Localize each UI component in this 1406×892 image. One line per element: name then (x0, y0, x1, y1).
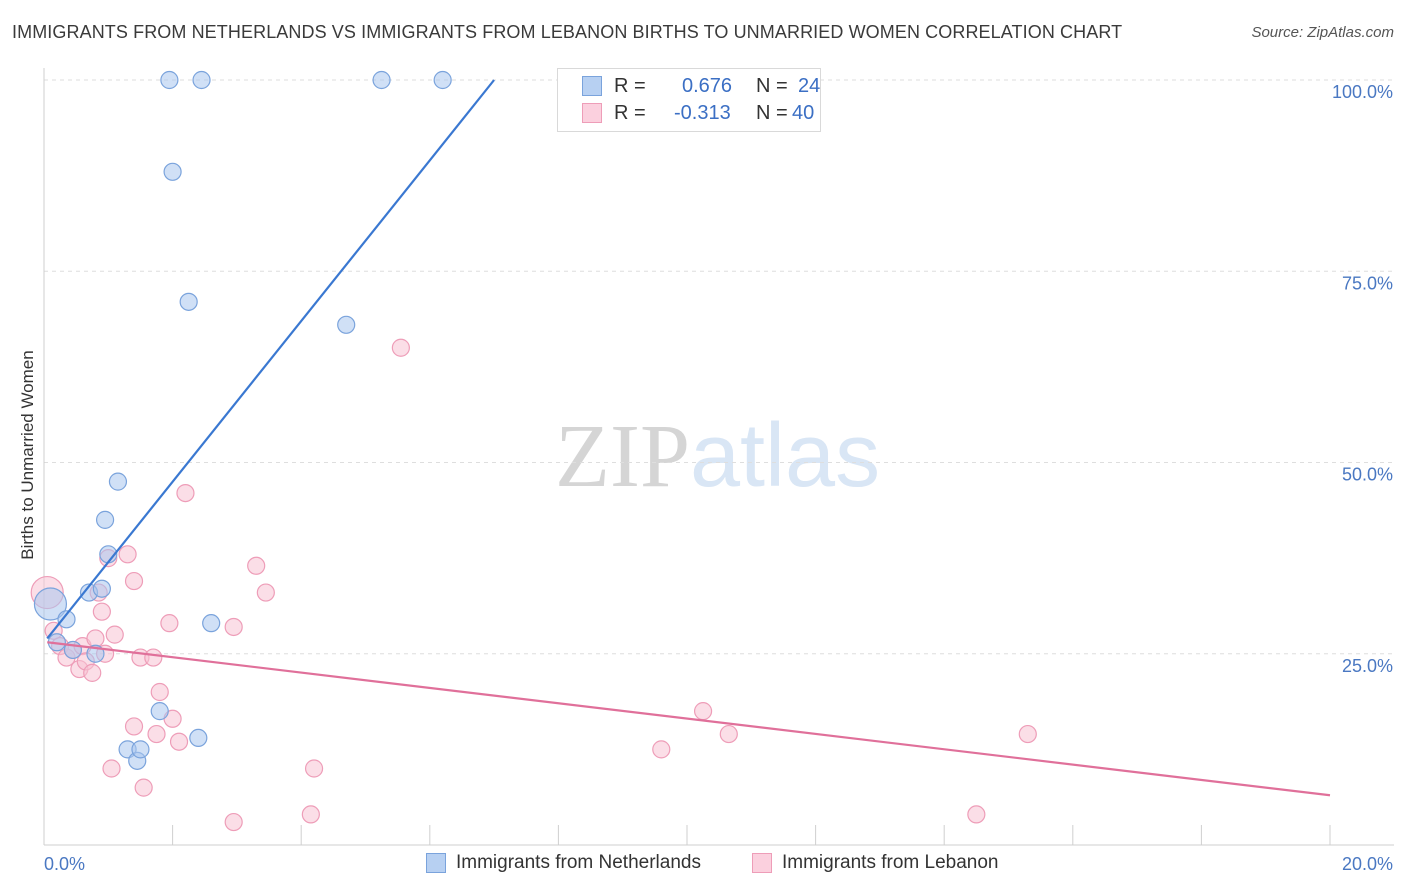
legend-swatch-lebanon (582, 103, 602, 123)
legend-n-label: N = (756, 102, 788, 124)
point-lebanon (92, 602, 111, 621)
point-netherlands (337, 315, 356, 334)
chart-title: IMMIGRANTS FROM NETHERLANDS VS IMMIGRANT… (12, 22, 1123, 42)
point-netherlands (189, 728, 208, 748)
stats-legend: R = 0.676 N = 24 R = -0.313 N = 40 (557, 68, 821, 132)
point-netherlands (192, 70, 211, 90)
point-netherlands (202, 614, 221, 633)
x-tick-label-max: 20.0% (1342, 854, 1393, 874)
chart-source: Source: ZipAtlas.com (1251, 24, 1394, 41)
point-lebanon (247, 556, 266, 575)
trendline-lebanon (47, 641, 1331, 797)
point-lebanon (134, 778, 153, 797)
point-lebanon (693, 702, 713, 721)
point-lebanon (160, 614, 179, 633)
point-netherlands (131, 740, 150, 759)
point-netherlands (160, 70, 179, 90)
legend-n-lebanon: 40 (792, 102, 815, 124)
point-lebanon (719, 724, 738, 744)
point-netherlands (92, 579, 111, 598)
point-lebanon (124, 717, 144, 736)
watermark: ZIPatlas (555, 405, 880, 508)
point-lebanon (147, 724, 166, 744)
point-netherlands (57, 610, 76, 629)
point-netherlands (108, 472, 128, 491)
y-tick-label: 75.0% (1342, 273, 1393, 293)
point-lebanon (83, 663, 102, 682)
legend-r-lebanon: -0.313 (674, 102, 731, 124)
point-lebanon (86, 629, 105, 648)
y-tick-label: 100.0% (1332, 82, 1393, 102)
point-netherlands (95, 510, 115, 529)
point-lebanon (256, 583, 275, 602)
point-lebanon (391, 338, 410, 357)
bottom-legend-label-lebanon: Immigrants from Lebanon (782, 852, 999, 873)
point-lebanon (144, 648, 163, 667)
point-lebanon (301, 805, 320, 824)
watermark-zip: ZIP (555, 407, 690, 506)
point-lebanon (105, 625, 124, 644)
point-netherlands (179, 292, 198, 311)
x-tick-label-min: 0.0% (44, 854, 85, 874)
point-lebanon (118, 545, 137, 564)
point-lebanon (224, 812, 243, 832)
legend-r-label: R = (614, 102, 646, 124)
point-lebanon (1018, 724, 1037, 744)
y-tick-label: 25.0% (1342, 656, 1393, 676)
legend-n-label: N = (756, 75, 788, 97)
watermark-atlas: atlas (690, 406, 881, 506)
point-netherlands (150, 702, 169, 721)
point-netherlands (163, 162, 182, 181)
legend-r-netherlands: 0.676 (682, 75, 733, 97)
point-lebanon (224, 617, 243, 637)
bottom-legend-label-netherlands: Immigrants from Netherlands (456, 852, 701, 873)
point-lebanon (102, 759, 121, 778)
point-lebanon (652, 740, 671, 759)
point-lebanon (967, 805, 986, 824)
bottom-legend-swatch-netherlands (426, 853, 446, 873)
trendline-netherlands (46, 79, 495, 640)
point-netherlands (33, 587, 68, 621)
legend-n-netherlands: 24 (798, 75, 821, 97)
y-tick-label: 50.0% (1342, 465, 1393, 485)
point-lebanon (304, 759, 324, 778)
point-netherlands (372, 70, 391, 90)
point-lebanon (176, 484, 195, 503)
point-netherlands (433, 70, 452, 90)
legend-swatch-netherlands (582, 76, 602, 96)
legend-r-label: R = (614, 75, 646, 97)
point-lebanon (150, 682, 169, 702)
point-lebanon (124, 571, 144, 591)
point-lebanon (169, 732, 189, 751)
bottom-legend-swatch-lebanon (752, 853, 772, 873)
